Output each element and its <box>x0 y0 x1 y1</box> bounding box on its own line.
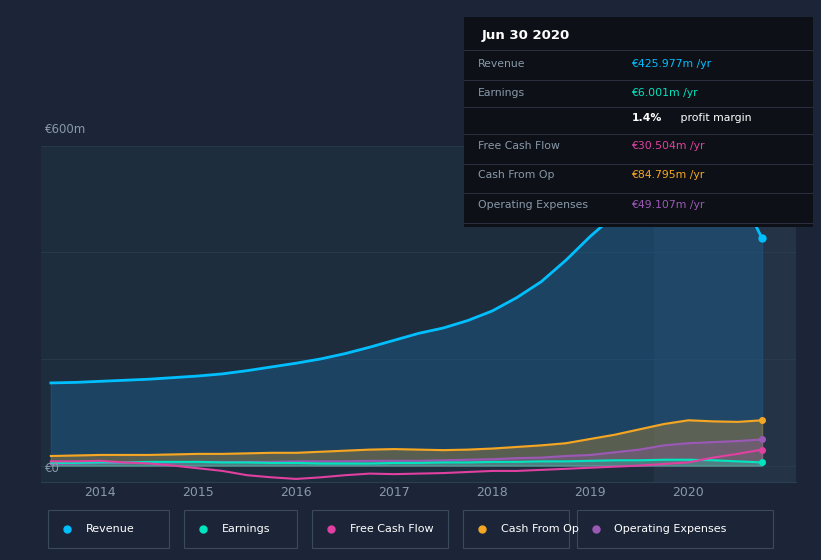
Text: Revenue: Revenue <box>85 524 135 534</box>
Text: Operating Expenses: Operating Expenses <box>478 199 588 209</box>
Text: €6.001m /yr: €6.001m /yr <box>631 88 698 98</box>
Text: Cash From Op: Cash From Op <box>501 524 579 534</box>
Text: Jun 30 2020: Jun 30 2020 <box>481 30 570 43</box>
Text: 1.4%: 1.4% <box>631 114 662 123</box>
Text: €84.795m /yr: €84.795m /yr <box>631 170 704 180</box>
Text: Earnings: Earnings <box>222 524 270 534</box>
Text: Operating Expenses: Operating Expenses <box>614 524 727 534</box>
Text: €425.977m /yr: €425.977m /yr <box>631 59 712 69</box>
Text: Cash From Op: Cash From Op <box>478 170 554 180</box>
Text: Earnings: Earnings <box>478 88 525 98</box>
Text: profit margin: profit margin <box>677 114 751 123</box>
Text: €49.107m /yr: €49.107m /yr <box>631 199 704 209</box>
Text: Free Cash Flow: Free Cash Flow <box>478 141 560 151</box>
Text: €30.504m /yr: €30.504m /yr <box>631 141 705 151</box>
Text: Revenue: Revenue <box>478 59 525 69</box>
Text: Free Cash Flow: Free Cash Flow <box>350 524 433 534</box>
Text: €600m: €600m <box>45 123 86 136</box>
Bar <box>654 146 816 482</box>
Text: €0: €0 <box>45 462 60 475</box>
